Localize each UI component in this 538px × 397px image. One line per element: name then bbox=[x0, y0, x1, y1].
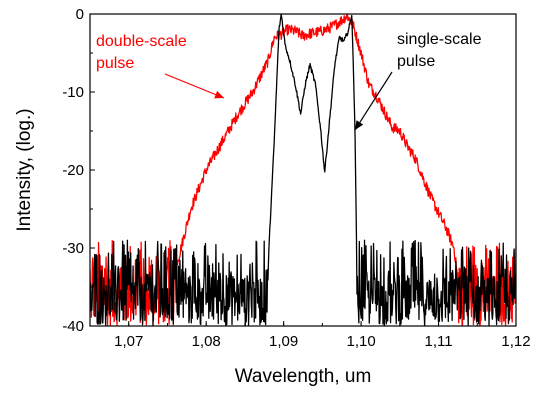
x-axis-title: Wavelength, um bbox=[235, 366, 372, 387]
y-tick-label: 0 bbox=[76, 6, 84, 23]
y-axis-title: Intensity, (log.) bbox=[14, 108, 35, 231]
annotation-arrowhead-red bbox=[214, 90, 224, 99]
x-tick-label: 1,08 bbox=[192, 333, 221, 350]
annotation-arrow-black bbox=[354, 71, 393, 131]
annotation-arrowhead-black bbox=[355, 120, 364, 130]
ticks-layer: 1,07 1,08 1,09 1,10 1,11 1,12 0 -10 -20 -30 -40 bbox=[62, 6, 530, 350]
double-scale-annotation: double-scale pulse bbox=[96, 33, 225, 99]
series-layer bbox=[90, 14, 516, 326]
annotation-single-scale-line2: pulse bbox=[397, 53, 435, 70]
annotation-double-scale-line1: double-scale bbox=[96, 33, 187, 50]
x-tick-label: 1,10 bbox=[346, 333, 375, 350]
x-tick-label: 1,11 bbox=[424, 333, 452, 350]
y-tick-label: -10 bbox=[62, 84, 84, 101]
y-tick-label: -30 bbox=[62, 240, 84, 257]
x-tick-label: 1,07 bbox=[114, 333, 143, 350]
y-tick-label: -40 bbox=[62, 318, 84, 335]
single-scale-annotation: single-scale pulse bbox=[354, 31, 482, 131]
annotation-double-scale-line2: pulse bbox=[96, 55, 134, 72]
x-tick-label: 1,09 bbox=[269, 333, 298, 350]
annotation-single-scale-line1: single-scale bbox=[397, 31, 482, 48]
series-line-single-scale bbox=[90, 14, 516, 326]
x-tick-label: 1,12 bbox=[501, 333, 530, 350]
y-tick-label: -20 bbox=[62, 162, 84, 179]
annotation-arrow-red bbox=[164, 73, 225, 99]
